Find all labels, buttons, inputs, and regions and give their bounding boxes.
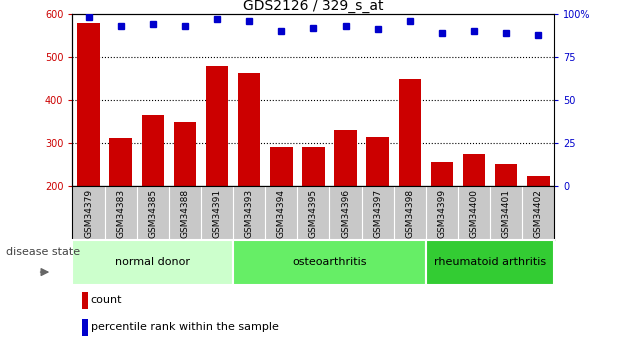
Text: GSM34402: GSM34402 (534, 189, 543, 238)
FancyBboxPatch shape (233, 240, 426, 285)
Text: GSM34395: GSM34395 (309, 189, 318, 238)
Title: GDS2126 / 329_s_at: GDS2126 / 329_s_at (243, 0, 384, 13)
Bar (431, 162, 453, 273)
Bar (495, 164, 517, 273)
Text: percentile rank within the sample: percentile rank within the sample (91, 323, 278, 333)
Bar (82, 292, 88, 309)
Bar (367, 137, 389, 273)
FancyBboxPatch shape (426, 240, 554, 285)
Text: GSM34400: GSM34400 (469, 189, 479, 238)
Bar (463, 154, 485, 273)
Text: GSM34383: GSM34383 (116, 189, 125, 238)
Bar (142, 115, 164, 273)
Text: GSM34394: GSM34394 (277, 189, 286, 238)
Text: GSM34379: GSM34379 (84, 189, 93, 238)
Text: GSM34397: GSM34397 (373, 189, 382, 238)
Text: GSM34399: GSM34399 (437, 189, 447, 238)
Text: count: count (91, 295, 122, 305)
Text: GSM34398: GSM34398 (405, 189, 415, 238)
Bar (399, 79, 421, 273)
Bar (82, 319, 88, 336)
Bar (77, 23, 100, 273)
Text: GSM34391: GSM34391 (212, 189, 222, 238)
FancyBboxPatch shape (72, 240, 233, 285)
Bar (302, 147, 324, 273)
Text: normal donor: normal donor (115, 257, 190, 267)
Text: GSM34396: GSM34396 (341, 189, 350, 238)
Bar (174, 122, 196, 273)
Bar (206, 66, 228, 273)
Bar (335, 130, 357, 273)
Text: osteoarthritis: osteoarthritis (292, 257, 367, 267)
Text: disease state: disease state (6, 247, 80, 257)
Bar (238, 73, 260, 273)
Bar (270, 148, 292, 273)
Text: rheumatoid arthritis: rheumatoid arthritis (434, 257, 546, 267)
Bar (110, 138, 132, 273)
Text: GSM34385: GSM34385 (148, 189, 158, 238)
Text: GSM34401: GSM34401 (501, 189, 511, 238)
Text: GSM34393: GSM34393 (244, 189, 254, 238)
Text: GSM34388: GSM34388 (180, 189, 190, 238)
Bar (527, 176, 549, 273)
